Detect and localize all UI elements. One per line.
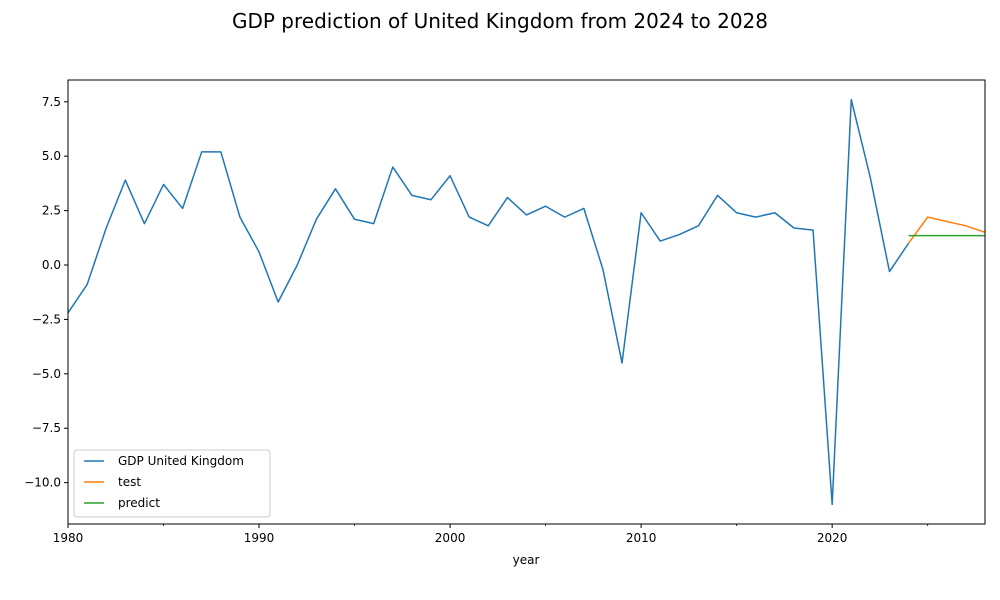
y-axis: 7.5 5.0 2.5 0.0 −2.5 −5.0 −7.5 −10.0 <box>24 95 68 490</box>
y-tick-label: 0.0 <box>42 258 61 272</box>
x-tick-label: 2020 <box>817 531 848 545</box>
y-tick-label: −2.5 <box>32 312 61 326</box>
legend-label-2: predict <box>118 496 160 510</box>
series-line-0 <box>68 98 910 506</box>
x-axis-label: year <box>513 553 540 567</box>
x-tick-label: 1990 <box>244 531 275 545</box>
x-axis: 1980 1990 2000 2010 2020 <box>53 524 929 545</box>
y-tick-label: −7.5 <box>32 421 61 435</box>
x-tick-label: 1980 <box>53 531 84 545</box>
x-tick-label: 2000 <box>435 531 466 545</box>
y-tick-label: 7.5 <box>42 95 61 109</box>
y-tick-label: 5.0 <box>42 149 61 163</box>
series-layer <box>68 98 985 506</box>
y-tick-label: 2.5 <box>42 204 61 218</box>
chart-title: GDP prediction of United Kingdom from 20… <box>232 9 768 33</box>
legend-label-1: test <box>118 475 141 489</box>
y-tick-label: −10.0 <box>24 476 61 490</box>
legend-label-0: GDP United Kingdom <box>118 454 244 468</box>
x-tick-label: 2010 <box>626 531 657 545</box>
series-line-1 <box>907 216 985 244</box>
legend-box <box>73 449 271 518</box>
legend: GDP United Kingdom test predict <box>73 449 271 518</box>
plot-frame <box>67 79 986 525</box>
y-tick-label: −5.0 <box>32 367 61 381</box>
